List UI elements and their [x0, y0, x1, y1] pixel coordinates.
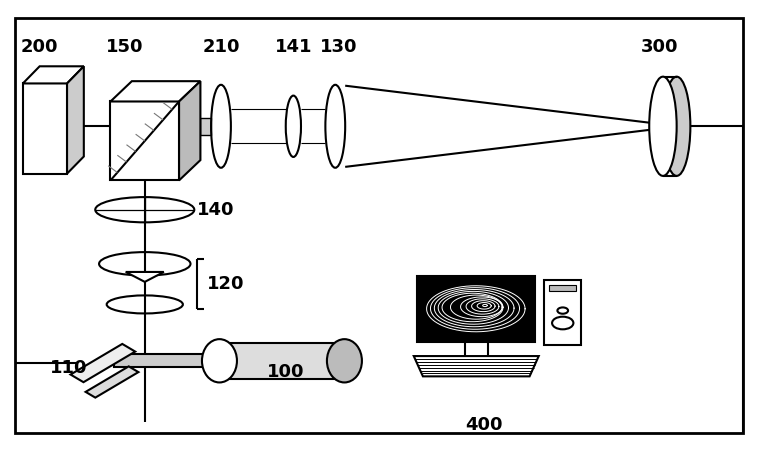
Text: 120: 120: [207, 275, 244, 293]
Bar: [545, 280, 581, 345]
Text: 200: 200: [21, 38, 59, 56]
Ellipse shape: [327, 339, 362, 382]
Polygon shape: [126, 272, 164, 282]
Polygon shape: [179, 81, 200, 180]
Bar: [200, 118, 211, 135]
Text: 300: 300: [640, 38, 678, 56]
Circle shape: [552, 317, 574, 329]
Ellipse shape: [202, 339, 237, 382]
Polygon shape: [414, 356, 539, 376]
Text: 130: 130: [320, 38, 358, 56]
Circle shape: [558, 308, 568, 314]
Polygon shape: [71, 344, 135, 382]
Ellipse shape: [663, 77, 690, 176]
Text: 150: 150: [105, 38, 143, 56]
Text: 141: 141: [274, 38, 312, 56]
Bar: [549, 285, 577, 291]
Bar: [422, 280, 530, 338]
Text: 110: 110: [50, 359, 88, 377]
Text: 400: 400: [465, 416, 503, 434]
Bar: [23, 83, 67, 174]
Text: 210: 210: [202, 38, 240, 56]
Polygon shape: [110, 81, 200, 101]
Bar: [418, 276, 536, 342]
Bar: [219, 343, 344, 378]
Bar: [114, 354, 206, 367]
Ellipse shape: [649, 77, 677, 176]
Polygon shape: [67, 66, 84, 174]
Bar: [110, 101, 179, 180]
Text: 100: 100: [267, 363, 305, 381]
Polygon shape: [23, 66, 84, 83]
Text: 140: 140: [197, 201, 234, 219]
Polygon shape: [85, 366, 139, 398]
